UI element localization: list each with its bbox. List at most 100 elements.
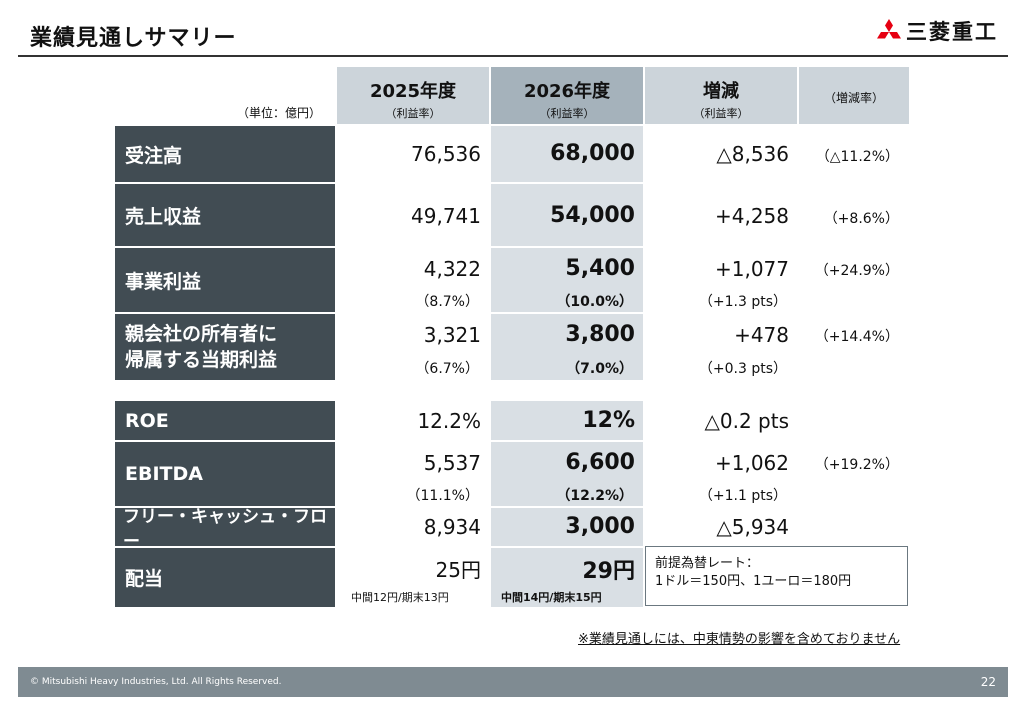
revenue-2025-cell: 49,741	[337, 184, 489, 246]
roe-rate-cell	[799, 401, 909, 440]
net-profit-label-line1: 親会社の所有者に	[125, 323, 278, 345]
roe-2026-cell: 12%	[491, 401, 643, 440]
ebitda-rate: （+19.2%）	[814, 457, 899, 473]
revenue-2026-cell: 54,000	[491, 184, 643, 246]
header-diff: 増減 （利益率）	[645, 67, 797, 124]
ebitda-diff: +1,062	[714, 451, 789, 475]
header-2026-year: 2026年度	[523, 81, 611, 102]
orders-2025: 76,536	[411, 142, 481, 166]
netprofit-2025-margin: （6.7%）	[415, 361, 479, 377]
row-label-dividend: 配当	[115, 548, 335, 607]
fcf-2026-cell: 3,000	[491, 508, 643, 546]
page-number: 22	[980, 675, 996, 689]
revenue-diff: +4,258	[714, 204, 789, 228]
dividend-2026-cell: 29円 中間14円/期末15円	[491, 548, 643, 607]
netprofit-2026-cell: 3,800 （7.0%）	[491, 314, 643, 380]
fcf-diff-cell: △5,934	[645, 508, 797, 546]
company-logo: 三菱重工	[876, 16, 998, 46]
netprofit-diff: +478	[734, 323, 789, 347]
netprofit-diff-margin: （+0.3 pts）	[698, 361, 787, 377]
ebitda-2025: 5,537	[423, 451, 481, 475]
bizprofit-2025-margin: （8.7%）	[415, 294, 479, 310]
fcf-2025: 8,934	[423, 515, 481, 539]
roe-2025: 12.2%	[417, 409, 481, 433]
copyright: © Mitsubishi Heavy Industries, Ltd. All …	[30, 677, 282, 687]
ebitda-2026-margin: （12.2%）	[556, 488, 633, 504]
bizprofit-rate-cell: （+24.9%）	[799, 248, 909, 312]
dividend-2026: 29円	[582, 559, 635, 584]
header-diff-title: 増減	[703, 81, 739, 102]
netprofit-diff-cell: +478 （+0.3 pts）	[645, 314, 797, 380]
dividend-2026-detail: 中間14円/期末15円	[501, 591, 602, 604]
header-2025: 2025年度 （利益率）	[337, 67, 489, 124]
header-2026: 2026年度 （利益率）	[491, 67, 643, 124]
row-label-business-profit: 事業利益	[115, 248, 335, 312]
revenue-diff-cell: +4,258	[645, 184, 797, 246]
roe-diff-cell: △0.2 pts	[645, 401, 797, 440]
netprofit-2025-cell: 3,321 （6.7%）	[337, 314, 489, 380]
row-label-fcf: フリー・キャッシュ・フロー	[115, 507, 335, 552]
roe-2026: 12%	[582, 408, 635, 433]
net-profit-label-line2: 帰属する当期利益	[125, 349, 278, 371]
footnote: ※業績見通しには、中東情勢の影響を含めておりません	[578, 632, 901, 647]
fx-assumption-box: 前提為替レート： 1ドル＝150円、1ユーロ＝180円	[645, 546, 908, 606]
dividend-2025: 25円	[435, 558, 481, 582]
revenue-rate: （+8.6%）	[823, 211, 899, 227]
header-diff-sub: （利益率）	[693, 107, 749, 120]
ebitda-2026: 6,600	[565, 450, 635, 475]
row-label-net-profit: 親会社の所有者に 帰属する当期利益	[115, 314, 335, 380]
ebitda-rate-cell: （+19.2%）	[799, 442, 909, 506]
orders-diff-cell: △8,536	[645, 126, 797, 182]
fcf-diff: △5,934	[716, 515, 789, 539]
revenue-2025: 49,741	[411, 204, 481, 228]
row-label-revenue: 売上収益	[115, 184, 335, 246]
netprofit-rate: （+14.4%）	[814, 329, 899, 345]
fcf-2026: 3,000	[565, 514, 635, 539]
fcf-rate-cell	[799, 508, 909, 546]
bizprofit-2025-cell: 4,322 （8.7%）	[337, 248, 489, 312]
bizprofit-2025: 4,322	[423, 257, 481, 281]
fcf-2025-cell: 8,934	[337, 508, 489, 546]
orders-rate-cell: （△11.2%）	[799, 126, 909, 182]
netprofit-2026-margin: （7.0%）	[566, 361, 633, 377]
header-rate-title: （増減率）	[823, 91, 884, 105]
netprofit-2026: 3,800	[565, 322, 635, 347]
fx-note-line1: 前提為替レート：	[655, 556, 760, 571]
bizprofit-2026: 5,400	[565, 256, 635, 281]
orders-diff: △8,536	[716, 142, 789, 166]
netprofit-2025: 3,321	[423, 323, 481, 347]
fx-note-line2: 1ドル＝150円、1ユーロ＝180円	[655, 574, 852, 589]
dividend-2025-cell: 25円 中間12円/期末13円	[337, 548, 489, 607]
header-2025-sub: （利益率）	[385, 107, 441, 120]
orders-2026-cell: 68,000	[491, 126, 643, 182]
roe-diff: △0.2 pts	[704, 409, 789, 433]
bizprofit-2026-margin: （10.0%）	[556, 294, 633, 310]
bizprofit-diff-margin: （+1.3 pts）	[698, 294, 787, 310]
row-label-ebitda: EBITDA	[115, 442, 335, 506]
bizprofit-rate: （+24.9%）	[814, 263, 899, 279]
bizprofit-2026-cell: 5,400 （10.0%）	[491, 248, 643, 312]
orders-2026: 68,000	[550, 141, 635, 166]
revenue-rate-cell: （+8.6%）	[799, 184, 909, 246]
orders-2025-cell: 76,536	[337, 126, 489, 182]
row-label-orders: 受注高	[115, 126, 335, 182]
title-divider	[18, 55, 1008, 57]
header-2025-year: 2025年度	[369, 81, 457, 102]
footer-bar: © Mitsubishi Heavy Industries, Ltd. All …	[18, 667, 1008, 697]
ebitda-diff-cell: +1,062 （+1.1 pts）	[645, 442, 797, 506]
revenue-2026: 54,000	[550, 203, 635, 228]
ebitda-2025-cell: 5,537 （11.1%）	[337, 442, 489, 506]
bizprofit-diff-cell: +1,077 （+1.3 pts）	[645, 248, 797, 312]
netprofit-rate-cell: （+14.4%）	[799, 314, 909, 380]
orders-rate: （△11.2%）	[815, 149, 899, 165]
page-title: 業績見通しサマリー	[30, 26, 237, 51]
roe-2025-cell: 12.2%	[337, 401, 489, 440]
header-2026-sub: （利益率）	[539, 107, 595, 120]
row-label-roe: ROE	[115, 401, 335, 440]
ebitda-2026-cell: 6,600 （12.2%）	[491, 442, 643, 506]
ebitda-2025-margin: （11.1%）	[406, 488, 479, 504]
unit-label: （単位：億円）	[237, 106, 322, 120]
header-rate: （増減率）	[799, 67, 909, 124]
logo-text: 三菱重工	[906, 20, 998, 44]
ebitda-diff-margin: （+1.1 pts）	[698, 488, 787, 504]
